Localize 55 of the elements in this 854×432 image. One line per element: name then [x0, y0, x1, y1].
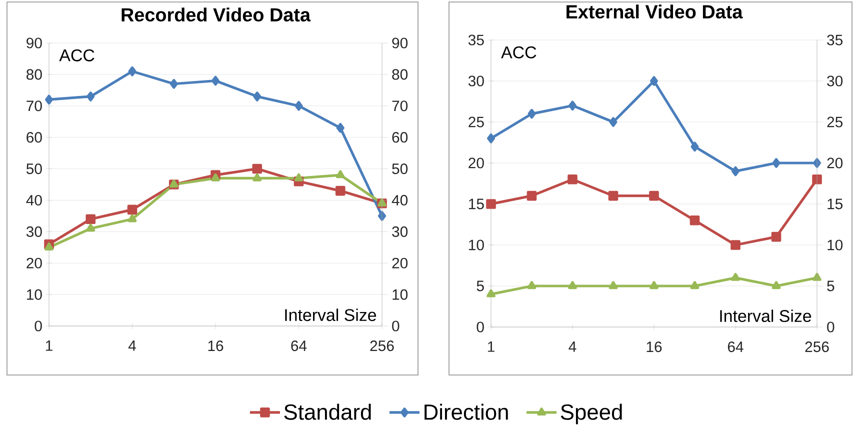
x-tick-label: 4	[128, 340, 136, 351]
y2-tick-label: 0	[827, 322, 834, 332]
x-tick-label: 64	[728, 342, 744, 352]
x-axis-title: Interval Size	[285, 308, 376, 322]
x-tick-label: 16	[208, 340, 224, 352]
x-tick-label: 4	[568, 342, 576, 352]
y2-tick-label: 40	[392, 194, 408, 206]
y-tick-label: 5	[476, 280, 484, 292]
y2-tick-label: 80	[392, 69, 408, 80]
x-tick-label: 16	[646, 342, 662, 352]
y2-tick-label: 35	[827, 34, 843, 46]
y-tick-label: 0	[476, 322, 484, 332]
y2-tick-label: 20	[392, 258, 408, 268]
y-tick-label: 30	[468, 76, 484, 86]
y-tick-label: 35	[468, 34, 484, 46]
legend-label: Direction	[424, 404, 508, 420]
x-tick-label: 64	[291, 340, 307, 352]
y2-tick-label: 50	[392, 163, 408, 174]
x-tick-label: 256	[370, 340, 394, 352]
y2-tick-label: 25	[827, 116, 843, 128]
y-tick-label: 20	[26, 258, 42, 268]
y2-tick-label: 15	[828, 198, 843, 210]
y2-tick-label: 0	[392, 320, 400, 332]
chart-title: External Video Data	[566, 4, 743, 19]
y-tick-label: 0	[34, 320, 42, 332]
y2-tick-label: 10	[392, 289, 408, 300]
y-tick-label: 25	[468, 116, 484, 128]
x-tick-label: 1	[488, 342, 494, 352]
y-tick-label: 40	[26, 194, 42, 206]
y-tick-label: 50	[26, 163, 42, 174]
x-tick-label: 1	[46, 340, 52, 351]
y2-tick-label: 10	[828, 240, 843, 250]
y-tick-label: 60	[26, 132, 42, 143]
y2-tick-label: 60	[392, 132, 408, 143]
y-axis-title: ACC	[59, 49, 94, 62]
x-axis-title: Interval Size	[720, 310, 812, 322]
y-tick-label: 10	[469, 240, 484, 250]
y2-tick-label: 70	[392, 100, 408, 112]
chart-title: Recorded Video Data	[122, 8, 311, 22]
legend-label: Standard	[284, 404, 371, 420]
y-axis-title: ACC	[501, 46, 536, 58]
y2-tick-label: 90	[392, 38, 408, 48]
y-tick-label: 70	[26, 100, 42, 112]
y-tick-label: 30	[26, 226, 42, 237]
y2-tick-label: 30	[392, 226, 408, 237]
y2-tick-label: 20	[827, 158, 843, 168]
y-tick-label: 10	[27, 289, 42, 300]
y-tick-label: 15	[469, 198, 484, 210]
y2-tick-label: 30	[827, 76, 843, 86]
x-tick-label: 256	[805, 342, 829, 352]
y-tick-label: 90	[26, 38, 42, 48]
y2-tick-label: 5	[827, 280, 834, 292]
legend-label: Speed	[560, 404, 622, 424]
y-tick-label: 20	[468, 158, 484, 168]
y-tick-label: 80	[26, 69, 42, 80]
